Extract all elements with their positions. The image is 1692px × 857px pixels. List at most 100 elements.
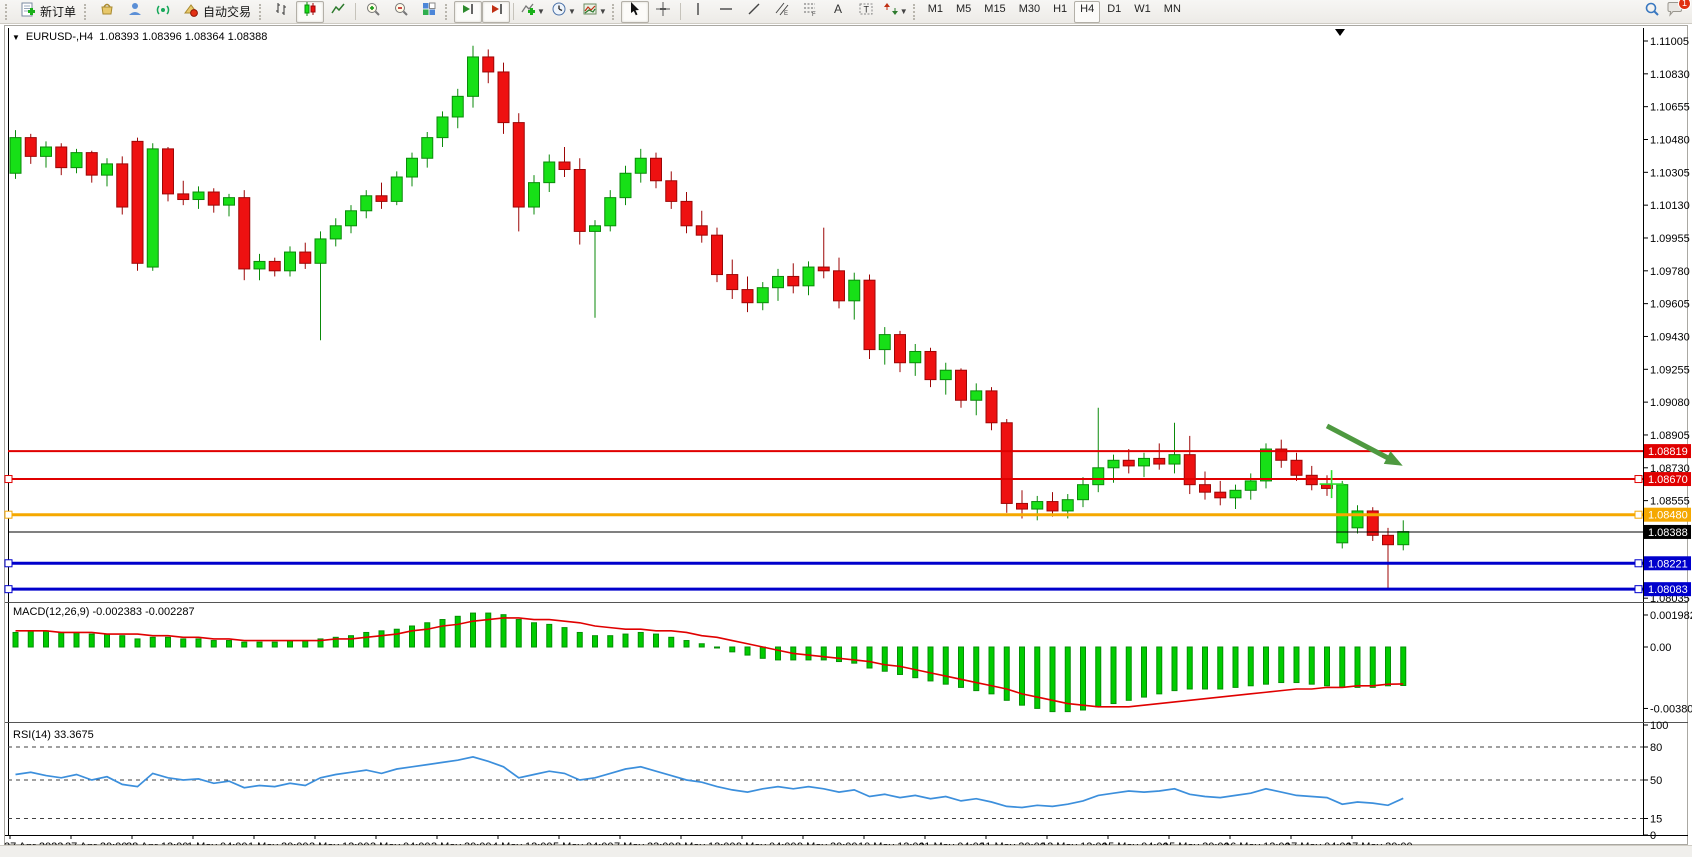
candle-body [146, 148, 159, 268]
timeframe-button-m1[interactable]: M1 [927, 2, 943, 15]
market-watch-button[interactable] [93, 1, 121, 23]
candlestick-chart-button[interactable] [296, 0, 325, 23]
svg-text:1.09605: 1.09605 [1650, 299, 1690, 311]
candle-body [1000, 422, 1013, 504]
crosshair-button[interactable] [649, 1, 677, 23]
svg-text:1.09780: 1.09780 [1650, 266, 1690, 278]
auto-scroll-button[interactable] [454, 0, 483, 23]
fibonacci-button[interactable]: F [796, 1, 824, 23]
svg-text:1.09430: 1.09430 [1650, 331, 1690, 343]
timeframe-button-mn[interactable]: MN [1163, 2, 1181, 15]
plus-marker-annotation[interactable] [1319, 470, 1344, 499]
svg-text:1.08388: 1.08388 [1648, 527, 1688, 539]
indicators-dropdown-arrow[interactable]: ▼ [537, 7, 545, 16]
candle-body [1061, 499, 1074, 512]
price-axis: 1.11005 1.10830 1.10655 1.10480 1.10305 1.101… [1644, 36, 1692, 842]
candle-body [268, 260, 281, 272]
chart-frames [4, 25, 1688, 845]
trend-arrow-annotation[interactable] [1325, 423, 1403, 466]
timeframe-button-d1[interactable]: D1 [1107, 2, 1122, 15]
signals-button[interactable] [149, 1, 177, 23]
candle-body [116, 163, 129, 208]
candle-body [1366, 510, 1379, 536]
candle-body [756, 287, 769, 304]
candle-body [619, 172, 632, 199]
candle-body [634, 157, 647, 174]
candle-body [1214, 491, 1227, 499]
candle-body [375, 195, 388, 202]
cursor-button[interactable] [620, 0, 649, 23]
auto-trading-button[interactable]: 自动交易 [177, 1, 257, 23]
svg-text:1.10130: 1.10130 [1650, 200, 1690, 212]
candle-body [482, 56, 495, 73]
periods-dropdown-arrow[interactable]: ▼ [567, 7, 576, 16]
candle-body [680, 200, 693, 227]
cursor-icon [627, 1, 643, 22]
notifications-button[interactable]: 1 [1666, 0, 1691, 22]
line-chart-button[interactable] [324, 1, 352, 23]
zoom-out-button[interactable] [387, 1, 415, 23]
candle-body [1107, 459, 1120, 469]
line-handle [1634, 559, 1643, 568]
chart-shift-marker[interactable] [1335, 29, 1345, 36]
text-button[interactable]: A [824, 1, 852, 23]
timeframe-group: M1 M5 M15 M30 H1 H4 D1 W1 MN [922, 0, 1187, 23]
chart-symbol-period: EURUSD-,H4 [25, 31, 94, 43]
candle-body [1275, 448, 1288, 461]
chart-shift-button[interactable] [482, 0, 511, 23]
candle-body [1290, 459, 1303, 476]
periods-clock-icon [551, 1, 567, 22]
candle-body [1077, 484, 1089, 501]
text-label-button[interactable]: T [852, 1, 880, 23]
horizontal-line-1.08670[interactable]: 1.08670 [4, 472, 1691, 487]
svg-text:100: 100 [1650, 720, 1668, 732]
timeframe-button-m5[interactable]: M5 [956, 2, 972, 15]
templates-dropdown-arrow[interactable]: ▼ [598, 7, 607, 16]
horizontal-line-1.08480[interactable]: 1.08480 [4, 507, 1691, 522]
shapes-dropdown-arrow[interactable]: ▼ [899, 7, 908, 16]
horizontal-line-1.08819[interactable]: 1.08819 [8, 444, 1691, 459]
timeframe-button-w1[interactable]: W1 [1134, 2, 1151, 15]
candle-body [650, 157, 662, 182]
horizontal-line-1.08388[interactable]: 1.08388 [8, 524, 1691, 539]
vertical-line-button[interactable] [684, 1, 712, 23]
templates-button[interactable]: ▼ [579, 1, 610, 23]
text-label-icon: T [858, 1, 874, 22]
candle-body [70, 152, 83, 169]
new-order-button[interactable]: 新订单 [14, 1, 82, 23]
svg-text:15: 15 [1650, 814, 1662, 826]
timeframe-button-h1[interactable]: H1 [1053, 2, 1068, 15]
candle-body [238, 197, 251, 270]
horizontal-line-1.08083[interactable]: 1.08083 [4, 582, 1691, 597]
price-tag [1644, 444, 1691, 459]
community-button[interactable] [121, 1, 149, 23]
indicators-button[interactable]: ▼ [517, 1, 548, 23]
svg-text:A: A [834, 2, 842, 16]
shapes-button[interactable]: ▼ [880, 1, 911, 23]
timeframe-button-m15[interactable]: M15 [984, 2, 1006, 15]
periods-button[interactable]: ▼ [548, 1, 579, 23]
svg-text:0.001982: 0.001982 [1650, 610, 1692, 622]
price-tag [1644, 507, 1691, 522]
trendline-button[interactable] [740, 1, 768, 23]
candle-body [573, 169, 586, 232]
tile-windows-icon [421, 1, 437, 22]
svg-text:0.00: 0.00 [1650, 642, 1671, 654]
tile-windows-button[interactable] [415, 1, 443, 23]
zoom-in-button[interactable] [359, 1, 387, 23]
toolbar-separator [355, 3, 357, 20]
chart-collapse-icon[interactable]: ▼ [12, 32, 20, 42]
horizontal-line-1.08221[interactable]: 1.08221 [4, 556, 1691, 571]
search-button[interactable] [1638, 1, 1666, 23]
timeframe-button-h4[interactable]: H4 [1074, 0, 1101, 23]
candle-body [207, 191, 220, 206]
svg-text:-0.003804: -0.003804 [1650, 703, 1692, 715]
horizontal-line-button[interactable] [712, 1, 740, 23]
svg-text:1.08670: 1.08670 [1648, 474, 1688, 486]
bar-chart-button[interactable] [268, 1, 296, 23]
equidistant-channel-button[interactable]: E [768, 1, 796, 23]
timeframe-button-m30[interactable]: M30 [1018, 2, 1041, 15]
chart-canvas[interactable]: 1.11005 1.10830 1.10655 1.10480 1.10305 1.101… [0, 24, 1692, 857]
candle-body [1153, 457, 1166, 465]
zoom-in-icon [365, 1, 381, 22]
